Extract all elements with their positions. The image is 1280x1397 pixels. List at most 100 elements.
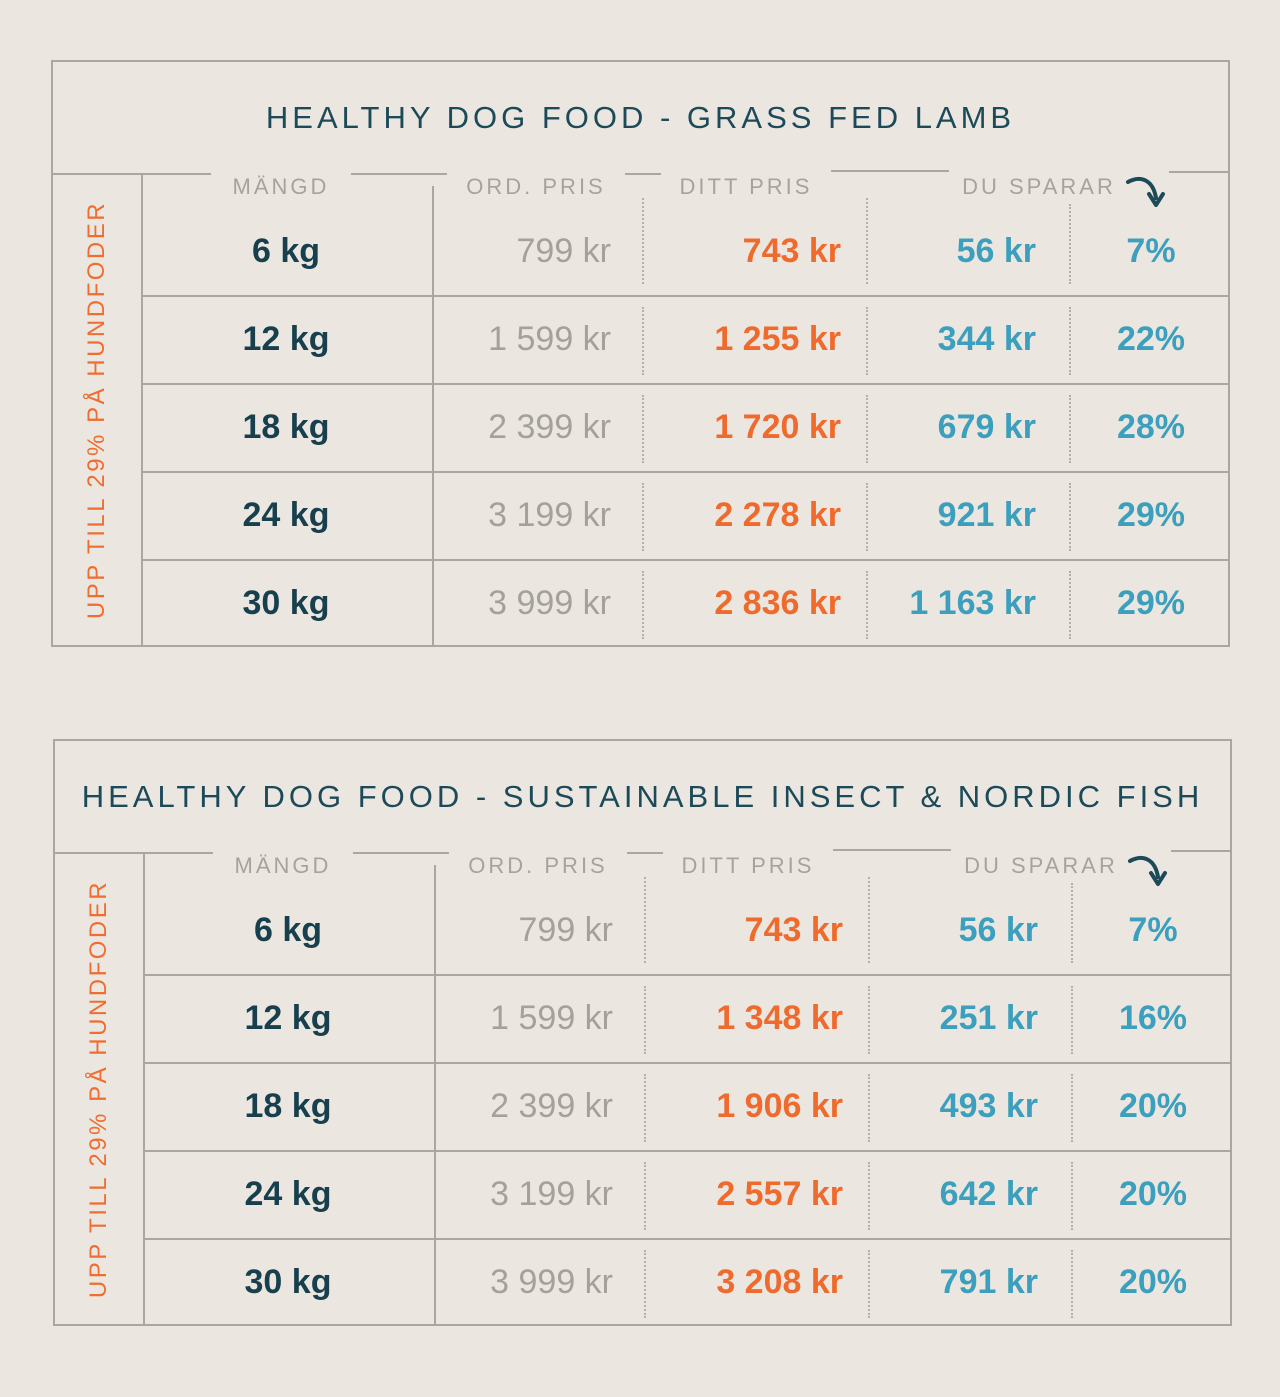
table-row: 30 kg 3 999 kr 3 208 kr 791 kr 20% xyxy=(143,1239,1230,1326)
dotted-divider xyxy=(868,986,870,1054)
row-divider xyxy=(141,383,1228,385)
dotted-divider xyxy=(644,1162,646,1230)
header-ditt-pris: DITT PRIS xyxy=(681,853,815,878)
savings-percent: 20% xyxy=(1118,1087,1188,1125)
dotted-divider xyxy=(866,307,868,375)
ordinary-price: 2 399 kr xyxy=(488,408,611,446)
savings-percent: 7% xyxy=(1126,232,1176,270)
savings-amount: 56 kr xyxy=(956,232,1036,270)
savings-amount: 1 163 kr xyxy=(909,584,1036,622)
savings-amount: 921 kr xyxy=(937,496,1036,534)
amount: 6 kg xyxy=(251,232,321,270)
dotted-divider xyxy=(1069,204,1071,284)
divider xyxy=(351,173,447,175)
savings-amount: 791 kr xyxy=(939,1263,1038,1301)
dotted-divider xyxy=(1071,1074,1073,1142)
dotted-divider xyxy=(866,198,868,284)
divider xyxy=(55,852,213,854)
your-price: 1 348 kr xyxy=(716,999,843,1037)
savings-amount: 679 kr xyxy=(937,408,1036,446)
your-price: 1 720 kr xyxy=(714,408,841,446)
dotted-divider xyxy=(1069,571,1071,639)
amount: 18 kg xyxy=(242,408,330,446)
dotted-divider xyxy=(1071,883,1073,963)
row-divider xyxy=(143,1238,1230,1240)
divider xyxy=(625,173,661,175)
dotted-divider xyxy=(1069,307,1071,375)
amount: 12 kg xyxy=(244,999,332,1037)
amount: 30 kg xyxy=(244,1263,332,1301)
amount: 30 kg xyxy=(242,584,330,622)
ordinary-price: 1 599 kr xyxy=(490,999,613,1037)
dotted-divider xyxy=(642,395,644,463)
dotted-divider xyxy=(644,986,646,1054)
header-mangd: MÄNGD xyxy=(234,853,332,878)
header-ditt-pris: DITT PRIS xyxy=(679,174,813,199)
curved-arrow-icon xyxy=(1128,856,1167,886)
dotted-divider xyxy=(642,198,644,284)
your-price: 743 kr xyxy=(742,232,841,270)
price-table-insect-fish: HEALTHY DOG FOOD - SUSTAINABLE INSECT & … xyxy=(53,739,1232,1326)
ordinary-price: 3 199 kr xyxy=(490,1175,613,1213)
row-divider xyxy=(141,471,1228,473)
divider xyxy=(434,865,436,1324)
divider xyxy=(53,173,211,175)
savings-percent: 28% xyxy=(1116,408,1186,446)
table-row: 30 kg 3 999 kr 2 836 kr 1 163 kr 29% xyxy=(141,560,1228,647)
header-ord-pris: ORD. PRIS xyxy=(468,853,608,878)
divider xyxy=(831,170,949,172)
side-label: UPP TILL 29% PÅ HUNDFODER xyxy=(55,853,143,1324)
price-table-lamb: HEALTHY DOG FOOD - GRASS FED LAMB UPP TI… xyxy=(51,60,1230,647)
table-row: 24 kg 3 199 kr 2 278 kr 921 kr 29% xyxy=(141,472,1228,559)
savings-percent: 16% xyxy=(1118,999,1188,1037)
savings-percent: 22% xyxy=(1116,320,1186,358)
savings-amount: 642 kr xyxy=(939,1175,1038,1213)
divider xyxy=(432,186,434,645)
savings-percent: 29% xyxy=(1116,584,1186,622)
savings-percent: 29% xyxy=(1116,496,1186,534)
amount: 12 kg xyxy=(242,320,330,358)
row-divider xyxy=(143,1150,1230,1152)
your-price: 743 kr xyxy=(744,911,843,949)
table-title: HEALTHY DOG FOOD - GRASS FED LAMB xyxy=(265,100,1016,135)
dotted-divider xyxy=(866,395,868,463)
ordinary-price: 3 199 kr xyxy=(488,496,611,534)
row-divider xyxy=(143,974,1230,976)
savings-percent: 20% xyxy=(1118,1175,1188,1213)
your-price: 1 906 kr xyxy=(716,1087,843,1125)
dotted-divider xyxy=(644,1074,646,1142)
header-mangd: MÄNGD xyxy=(232,174,330,199)
dotted-divider xyxy=(866,571,868,639)
ordinary-price: 2 399 kr xyxy=(490,1087,613,1125)
savings-amount: 344 kr xyxy=(937,320,1036,358)
dotted-divider xyxy=(868,877,870,963)
dotted-divider xyxy=(642,307,644,375)
row-divider xyxy=(141,295,1228,297)
row-divider xyxy=(143,1062,1230,1064)
table-row: 12 kg 1 599 kr 1 255 kr 344 kr 22% xyxy=(141,296,1228,383)
ordinary-price: 799 kr xyxy=(516,232,612,270)
divider xyxy=(833,849,951,851)
divider xyxy=(1171,850,1232,852)
amount: 6 kg xyxy=(253,911,323,949)
ordinary-price: 1 599 kr xyxy=(488,320,611,358)
table-row: 24 kg 3 199 kr 2 557 kr 642 kr 20% xyxy=(143,1151,1230,1238)
dotted-divider xyxy=(1069,483,1071,551)
dotted-divider xyxy=(644,1250,646,1318)
table-row: 6 kg 799 kr 743 kr 56 kr 7% xyxy=(141,208,1228,295)
divider xyxy=(141,174,143,645)
table-row: 6 kg 799 kr 743 kr 56 kr 7% xyxy=(143,887,1230,974)
your-price: 2 836 kr xyxy=(714,584,841,622)
row-divider xyxy=(141,559,1228,561)
side-label-text: UPP TILL 29% PÅ HUNDFODER xyxy=(83,200,110,619)
header-ord-pris: ORD. PRIS xyxy=(466,174,606,199)
table-row: 12 kg 1 599 kr 1 348 kr 251 kr 16% xyxy=(143,975,1230,1062)
dotted-divider xyxy=(644,877,646,963)
dotted-divider xyxy=(1071,986,1073,1054)
savings-percent: 20% xyxy=(1118,1263,1188,1301)
dotted-divider xyxy=(866,483,868,551)
curved-arrow-icon xyxy=(1126,177,1165,207)
divider xyxy=(143,853,145,1324)
divider xyxy=(353,852,449,854)
side-label: UPP TILL 29% PÅ HUNDFODER xyxy=(53,174,141,645)
